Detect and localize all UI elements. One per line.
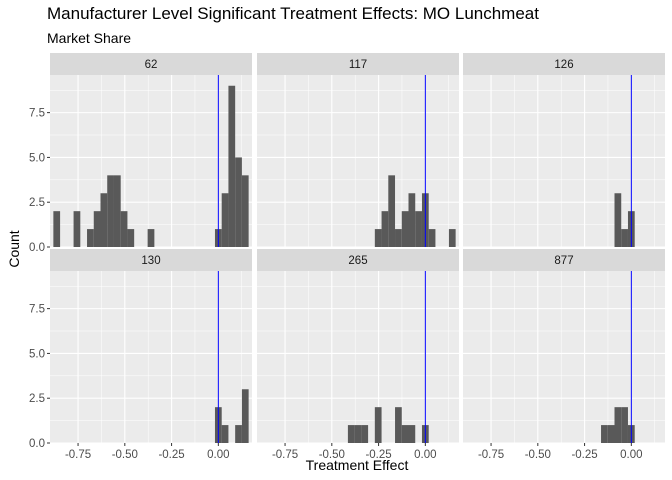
histogram-bar bbox=[401, 211, 409, 247]
y-tick-label: 2.5 bbox=[29, 197, 45, 209]
y-tick-label: 5.0 bbox=[29, 152, 45, 164]
facet-strip bbox=[257, 249, 459, 271]
histogram-bar bbox=[241, 389, 249, 443]
histogram-bar bbox=[601, 425, 608, 443]
histogram-bar bbox=[408, 193, 416, 247]
histogram-bar bbox=[401, 425, 409, 443]
x-tick-label: -0.50 bbox=[319, 449, 345, 461]
histogram-bar bbox=[408, 425, 416, 443]
facet-265: 265 bbox=[257, 249, 459, 444]
y-tick-label: 0.0 bbox=[29, 438, 45, 450]
facet-strip-label: 126 bbox=[554, 59, 573, 71]
histogram-bar bbox=[614, 193, 622, 247]
x-axes: -0.75 -0.50 -0.25 0.00 -0.75 -0.50 -0.25 0.00 -0… bbox=[65, 443, 643, 461]
chart-title: Manufacturer Level Significant Treatment… bbox=[47, 4, 539, 23]
facet-877: 877 bbox=[463, 249, 665, 444]
histogram-bar bbox=[228, 85, 236, 247]
y-tick-label: 0.0 bbox=[29, 242, 45, 254]
facet-strip-label: 877 bbox=[554, 255, 573, 267]
facet-117: 117 bbox=[257, 53, 459, 248]
histogram-bar bbox=[107, 175, 114, 247]
x-tick-label: 0.00 bbox=[414, 449, 436, 461]
histogram-bar bbox=[73, 211, 81, 247]
x-tick-label: -0.25 bbox=[365, 449, 391, 461]
histogram-bar bbox=[415, 211, 422, 247]
histogram-bar bbox=[235, 157, 242, 247]
x-tick-label: 0.00 bbox=[207, 449, 229, 461]
x-tick-label: -0.75 bbox=[65, 449, 91, 461]
histogram-bar bbox=[621, 229, 628, 247]
histogram-bar bbox=[361, 425, 369, 443]
facet-strip-label: 62 bbox=[145, 59, 158, 71]
x-tick-label: -0.25 bbox=[571, 449, 597, 461]
y-axis-title: Count bbox=[6, 230, 22, 267]
histogram-bar bbox=[53, 211, 61, 247]
facet-strip bbox=[50, 53, 252, 75]
x-tick-label: -0.75 bbox=[272, 449, 298, 461]
histogram-bar bbox=[374, 407, 382, 443]
histogram-bar bbox=[621, 407, 628, 443]
histogram-bar bbox=[127, 229, 135, 247]
histogram-bar bbox=[100, 193, 108, 247]
histogram-bar bbox=[221, 425, 229, 443]
facet-panels: 62 117 126 130 265 877 bbox=[50, 53, 665, 444]
facet-62: 62 bbox=[50, 53, 252, 248]
x-axis-title: Treatment Effect bbox=[306, 457, 409, 473]
histogram-bar bbox=[241, 175, 249, 247]
histogram-bar bbox=[395, 407, 402, 443]
x-tick-label: 0.00 bbox=[620, 449, 642, 461]
panel-background bbox=[463, 271, 665, 443]
histogram-bar bbox=[113, 175, 121, 247]
panel-background bbox=[257, 271, 459, 443]
histogram-bar bbox=[147, 229, 155, 247]
histogram-bar bbox=[395, 229, 402, 247]
facet-strip bbox=[463, 53, 665, 75]
facet-strip-label: 265 bbox=[348, 255, 367, 267]
histogram-bar bbox=[388, 175, 396, 247]
x-tick-label: -0.25 bbox=[158, 449, 184, 461]
x-tick-label: -0.50 bbox=[112, 449, 138, 461]
histogram-bar bbox=[374, 229, 382, 247]
x-tick-label: -0.75 bbox=[478, 449, 504, 461]
y-axes: 0.0 2.5 5.0 7.5 0.0 2.5 5.0 7.5 bbox=[29, 108, 50, 450]
y-tick-label: 5.0 bbox=[29, 348, 45, 360]
histogram-bar bbox=[235, 425, 242, 443]
facet-126: 126 bbox=[463, 53, 665, 248]
facet-strip bbox=[257, 53, 459, 75]
histogram-bar bbox=[93, 211, 101, 247]
facet-strip-label: 117 bbox=[349, 59, 367, 71]
facet-strip bbox=[50, 249, 252, 271]
y-tick-label: 7.5 bbox=[29, 108, 45, 120]
histogram-bar bbox=[607, 425, 615, 443]
histogram-bar bbox=[428, 229, 436, 247]
y-tick-label: 2.5 bbox=[29, 393, 45, 405]
histogram-bar bbox=[614, 407, 622, 443]
facet-strip-label: 130 bbox=[141, 255, 160, 267]
histogram-bar bbox=[221, 193, 229, 247]
histogram-bar bbox=[347, 425, 355, 443]
histogram-bar bbox=[448, 229, 456, 247]
y-tick-label: 7.5 bbox=[29, 304, 45, 316]
facet-strip bbox=[463, 249, 665, 271]
histogram-bar bbox=[354, 425, 362, 443]
histogram-bar bbox=[120, 211, 128, 247]
histogram-bar bbox=[87, 229, 94, 247]
chart-subtitle: Market Share bbox=[47, 30, 132, 46]
facet-130: 130 bbox=[50, 249, 252, 444]
x-tick-label: -0.50 bbox=[525, 449, 551, 461]
histogram-bar bbox=[381, 211, 389, 247]
